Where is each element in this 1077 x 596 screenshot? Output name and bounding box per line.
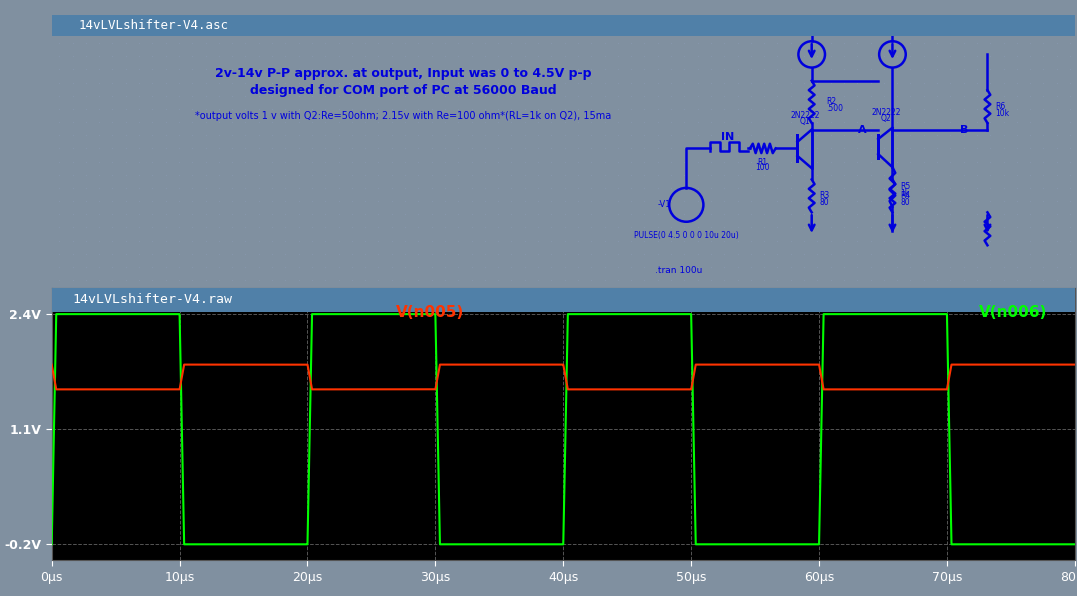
Bar [52, 15, 1075, 36]
Text: 10k: 10k [995, 109, 1009, 118]
Text: R6: R6 [995, 101, 1005, 111]
Text: 80: 80 [900, 198, 910, 207]
Text: R3: R3 [820, 191, 829, 200]
Text: A: A [857, 125, 866, 135]
Text: R2: R2 [826, 97, 836, 106]
Text: 2v-14v P-P approx. at output, Input was 0 to 4.5V p-p: 2v-14v P-P approx. at output, Input was … [215, 67, 591, 80]
Text: R4: R4 [900, 191, 910, 200]
Text: 14vLVLshifter-V4.asc: 14vLVLshifter-V4.asc [79, 18, 228, 32]
Bar [52, 288, 1075, 312]
Text: .500: .500 [826, 104, 843, 113]
Text: -V1: -V1 [658, 200, 671, 209]
Text: *output volts 1 v with Q2:Re=50ohm; 2.15v with Re=100 ohm*(RL=1k on Q2), 15ma: *output volts 1 v with Q2:Re=50ohm; 2.15… [195, 110, 612, 120]
Text: Q2: Q2 [881, 114, 891, 123]
Text: .tran 100u: .tran 100u [655, 266, 702, 275]
Text: V(n006): V(n006) [979, 305, 1048, 319]
Text: R1: R1 [757, 158, 767, 167]
Text: designed for COM port of PC at 56000 Baud: designed for COM port of PC at 56000 Bau… [250, 83, 557, 97]
Text: 14vLVLshifter-V4.raw: 14vLVLshifter-V4.raw [72, 293, 233, 306]
Text: PULSE(0 4.5 0 0 0 10u 20u): PULSE(0 4.5 0 0 0 10u 20u) [634, 231, 739, 240]
Text: 2N2222: 2N2222 [871, 108, 900, 117]
Text: Q1: Q1 [800, 117, 810, 126]
Text: B: B [960, 125, 968, 135]
Text: IN: IN [722, 132, 735, 142]
Text: 80: 80 [820, 198, 829, 207]
Text: V(n005): V(n005) [396, 305, 464, 319]
Text: 100: 100 [755, 163, 770, 172]
Text: 1k: 1k [900, 189, 909, 198]
Text: R5: R5 [900, 182, 910, 191]
Text: 2N2222: 2N2222 [791, 111, 820, 120]
